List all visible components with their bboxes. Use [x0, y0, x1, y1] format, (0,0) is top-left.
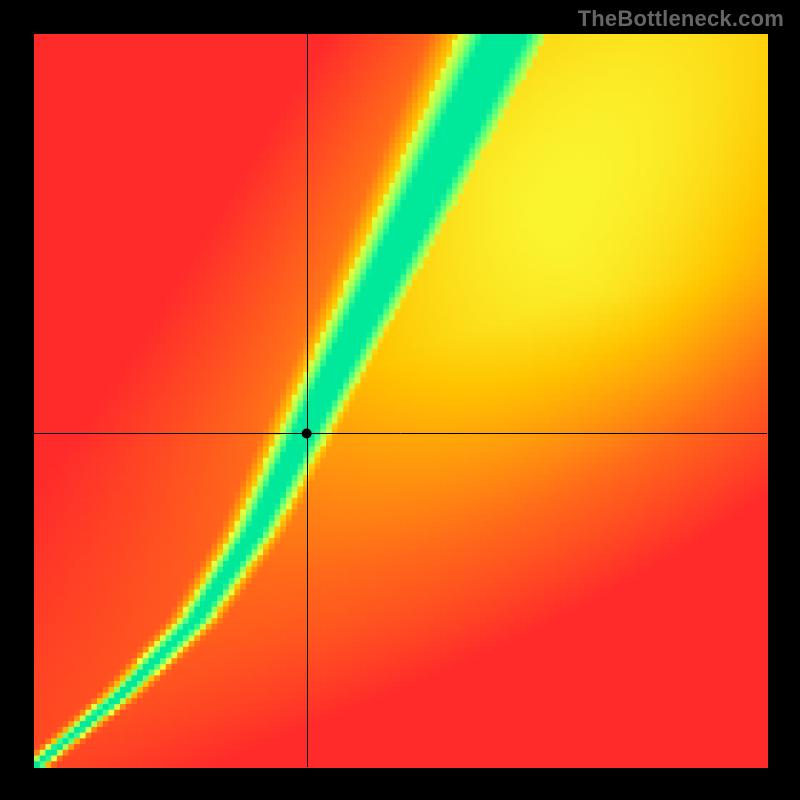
chart-container: TheBottleneck.com: [0, 0, 800, 800]
heatmap-canvas: [0, 0, 800, 800]
